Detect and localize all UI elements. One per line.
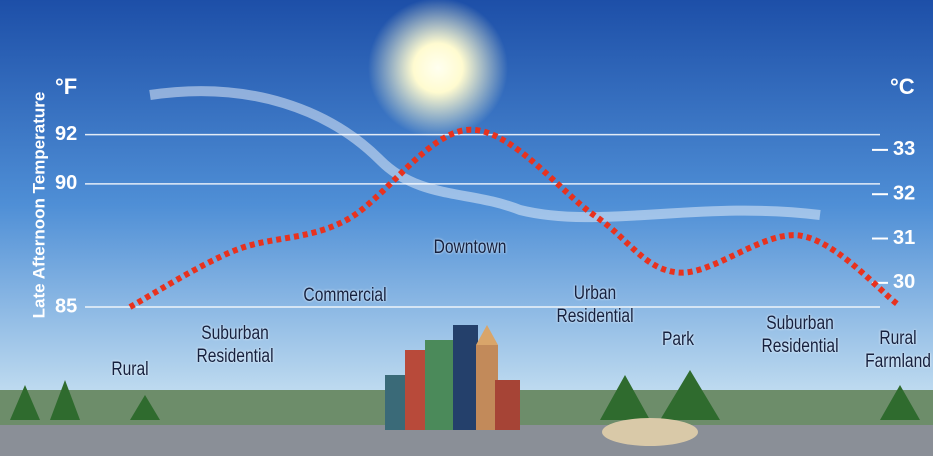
- y2-tick-label: 32: [893, 182, 915, 204]
- category-label: Suburban Residential: [196, 323, 274, 367]
- y-tick-label: 92: [55, 123, 77, 145]
- y-tick-label: 90: [55, 172, 77, 194]
- y2-tick-label: 30: [893, 271, 915, 293]
- y2-tick-label: 33: [893, 138, 915, 160]
- category-label: Park: [661, 329, 695, 350]
- sun: [368, 0, 508, 138]
- temperature-line: [128, 126, 900, 310]
- road: [0, 425, 933, 456]
- y-axis-title: Late Afternoon Temperature: [29, 92, 48, 319]
- y-unit: °F: [55, 74, 77, 99]
- car: [602, 418, 698, 446]
- category-label: Rural: [111, 359, 149, 380]
- category-label: Downtown: [433, 237, 507, 258]
- category-label: Suburban Residential: [761, 313, 839, 357]
- category-label: Rural Farmland: [865, 328, 931, 372]
- y2-unit: °C: [890, 74, 915, 99]
- buildings: [385, 325, 520, 430]
- y-tick-label: 85: [55, 295, 77, 317]
- cloud: [149, 86, 821, 223]
- category-label: Commercial: [303, 285, 387, 306]
- category-label: Urban Residential: [556, 283, 634, 327]
- y2-tick-label: 31: [893, 227, 915, 249]
- trees: [10, 370, 920, 420]
